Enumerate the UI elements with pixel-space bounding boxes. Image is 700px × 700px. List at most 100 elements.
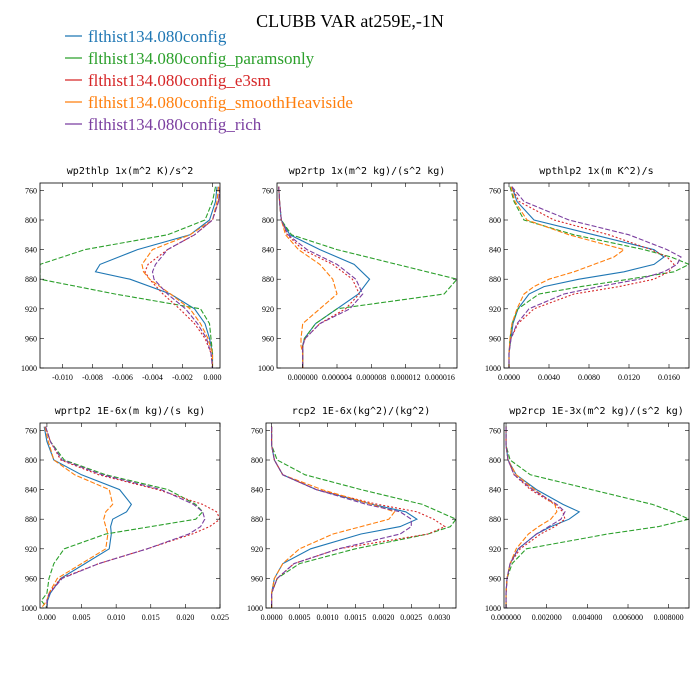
x-tick-label: 0.0040	[538, 373, 560, 382]
x-tick-label: -0.006	[112, 373, 133, 382]
y-tick-label: 960	[251, 574, 263, 583]
series-line	[271, 426, 456, 608]
x-tick-label: 0.0120	[618, 373, 640, 382]
x-tick-label: -0.004	[142, 373, 163, 382]
x-tick-label: -0.008	[82, 373, 103, 382]
axis-frame	[503, 422, 690, 609]
chart-panel: wpthlp2 1x(m K^2)/s 760 800 840 880 920 960 100…	[485, 166, 690, 382]
y-tick-label: 760	[489, 426, 501, 435]
axis-frame	[265, 422, 457, 609]
x-tick-label: 0.008000	[654, 613, 684, 622]
series-line	[271, 426, 419, 608]
legend-entry-label: flthist134.080config_smoothHeaviside	[88, 93, 353, 112]
y-tick-label: 960	[489, 574, 501, 583]
chart-panel: wp2thlp 1x(m^2 K)/s^2 760 800 840 880 920 960 1…	[21, 166, 222, 382]
y-tick-label: 1000	[21, 604, 37, 613]
y-tick-label: 880	[262, 275, 274, 284]
x-tick-label: 0.0005	[289, 613, 311, 622]
legend-entry-label: flthist134.080config_e3sm	[88, 71, 271, 90]
x-tick-label: 0.0020	[372, 613, 394, 622]
y-tick-label: 880	[251, 515, 263, 524]
series-line	[508, 186, 665, 368]
panel-title: wp2rcp 1E-3x(m^2 kg)/(s^2 kg)	[509, 406, 684, 417]
y-tick-label: 920	[251, 545, 263, 554]
chart-panel: wp2rtp 1x(m^2 kg)/(s^2 kg) 760 800 840 880 92…	[258, 166, 458, 382]
series-line	[271, 426, 412, 608]
x-tick-label: 0.020	[176, 613, 194, 622]
series-line	[40, 426, 114, 608]
series-line	[508, 186, 682, 368]
figure-title: CLUBB VAR at259E,-1N	[256, 11, 444, 31]
y-tick-label: 1000	[247, 604, 263, 613]
chart-panel: wp2rcp 1E-3x(m^2 kg)/(s^2 kg) 760 800 840 88…	[485, 406, 690, 622]
y-tick-label: 920	[25, 545, 37, 554]
y-tick-label: 760	[25, 186, 37, 195]
y-tick-label: 760	[489, 186, 501, 195]
panel-title: rcp2 1E-6x(kg^2)/(kg^2)	[292, 406, 430, 417]
y-tick-label: 880	[489, 515, 501, 524]
y-tick-label: 960	[262, 334, 274, 343]
x-tick-label: 0.006000	[613, 613, 643, 622]
series-line	[505, 426, 566, 608]
y-tick-label: 960	[25, 574, 37, 583]
y-tick-label: 1000	[21, 364, 37, 373]
y-tick-label: 920	[489, 545, 501, 554]
y-tick-label: 880	[489, 275, 501, 284]
x-tick-label: 0.000	[204, 373, 222, 382]
axis-frame	[503, 182, 690, 369]
series-line	[45, 426, 220, 608]
series-line	[508, 186, 675, 368]
series-line	[151, 186, 220, 368]
x-tick-label: 0.0080	[578, 373, 600, 382]
y-tick-label: 960	[489, 334, 501, 343]
y-tick-label: 840	[25, 486, 37, 495]
series-line	[271, 426, 396, 608]
y-tick-label: 840	[251, 486, 263, 495]
y-tick-label: 760	[262, 186, 274, 195]
y-tick-label: 800	[251, 456, 263, 465]
x-tick-label: 0.0160	[658, 373, 680, 382]
x-tick-label: 0.000004	[322, 373, 352, 382]
x-tick-label: 0.0025	[400, 613, 422, 622]
panel-title: wprtp2 1E-6x(m kg)/(s kg)	[55, 406, 206, 417]
x-tick-label: 0.0015	[344, 613, 366, 622]
y-tick-label: 920	[25, 305, 37, 314]
y-tick-label: 800	[25, 456, 37, 465]
x-tick-label: 0.000008	[356, 373, 386, 382]
x-tick-label: 0.000000	[491, 613, 521, 622]
x-tick-label: 0.000016	[425, 373, 455, 382]
series-line	[508, 186, 689, 368]
series-line	[271, 426, 446, 608]
series-line	[505, 426, 558, 608]
legend-entry-label: flthist134.080config_paramsonly	[88, 49, 315, 68]
y-tick-label: 920	[489, 305, 501, 314]
y-tick-label: 1000	[485, 364, 501, 373]
axis-frame	[276, 182, 458, 369]
y-tick-label: 840	[262, 246, 274, 255]
panels-grid: wp2thlp 1x(m^2 K)/s^2 760 800 840 880 920 960 1…	[21, 166, 690, 622]
series-line	[144, 186, 220, 368]
x-tick-label: 0.015	[142, 613, 160, 622]
series-line	[278, 186, 371, 368]
y-tick-label: 840	[489, 486, 501, 495]
x-tick-label: 0.010	[107, 613, 125, 622]
x-tick-label: 0.000	[38, 613, 56, 622]
x-tick-label: 0.0010	[316, 613, 338, 622]
series-line	[278, 186, 360, 368]
series-line	[45, 426, 206, 608]
y-tick-label: 880	[25, 515, 37, 524]
axis-frame	[39, 422, 221, 609]
x-tick-label: 0.000000	[288, 373, 318, 382]
axis-frame	[39, 182, 221, 369]
x-tick-label: 0.0000	[498, 373, 520, 382]
y-tick-label: 800	[262, 216, 274, 225]
series-line	[40, 426, 204, 608]
series-line	[94, 186, 218, 368]
x-tick-label: -0.002	[172, 373, 193, 382]
x-tick-label: 0.000012	[391, 373, 421, 382]
y-tick-label: 920	[262, 305, 274, 314]
x-tick-label: 0.025	[211, 613, 229, 622]
legend-entry-label: flthist134.080config	[88, 27, 227, 46]
x-tick-label: 0.0030	[428, 613, 450, 622]
